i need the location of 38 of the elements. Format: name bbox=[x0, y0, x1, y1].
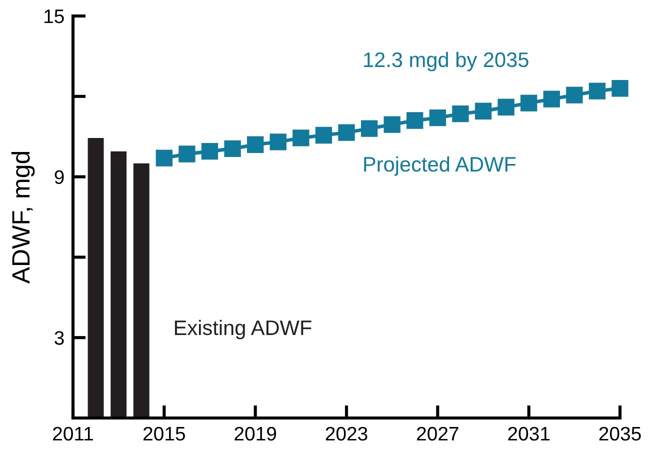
y-tick-label: 15 bbox=[44, 10, 64, 24]
point bbox=[270, 134, 286, 150]
point bbox=[360, 120, 378, 137]
point bbox=[338, 124, 355, 141]
point bbox=[178, 146, 196, 162]
point bbox=[156, 150, 172, 166]
y-tick-label: 9 bbox=[54, 170, 64, 184]
point bbox=[201, 143, 218, 160]
point bbox=[612, 80, 628, 97]
x-tick-label: 2031 bbox=[508, 426, 550, 441]
series-label: Existing ADWF bbox=[174, 320, 312, 340]
point bbox=[224, 140, 241, 157]
bar bbox=[133, 163, 150, 418]
point bbox=[429, 110, 446, 126]
point bbox=[406, 112, 424, 129]
point bbox=[315, 126, 332, 144]
y-axis-title: ADWF, mgd bbox=[11, 152, 35, 284]
point bbox=[520, 94, 538, 112]
point bbox=[452, 105, 469, 122]
x-tick-label: 2027 bbox=[417, 426, 458, 441]
x-tick-label: 2035 bbox=[599, 426, 641, 441]
point bbox=[588, 82, 606, 100]
bar bbox=[110, 151, 127, 418]
point bbox=[498, 98, 514, 116]
x-tick-label: 2019 bbox=[234, 426, 276, 441]
series-label: Projected ADWF bbox=[364, 156, 516, 176]
x-tick-label: 2011 bbox=[53, 426, 93, 441]
point bbox=[566, 86, 583, 104]
point bbox=[247, 136, 264, 153]
point bbox=[543, 90, 560, 108]
point bbox=[474, 102, 492, 120]
point bbox=[384, 116, 400, 133]
x-tick-label: 2023 bbox=[326, 426, 368, 441]
x-tick-label: 2015 bbox=[144, 426, 185, 441]
annotation: 12.3 mgd by 2035 bbox=[364, 52, 528, 72]
point bbox=[292, 130, 310, 146]
y-tick-label: 3 bbox=[54, 331, 64, 345]
bar bbox=[88, 138, 104, 418]
